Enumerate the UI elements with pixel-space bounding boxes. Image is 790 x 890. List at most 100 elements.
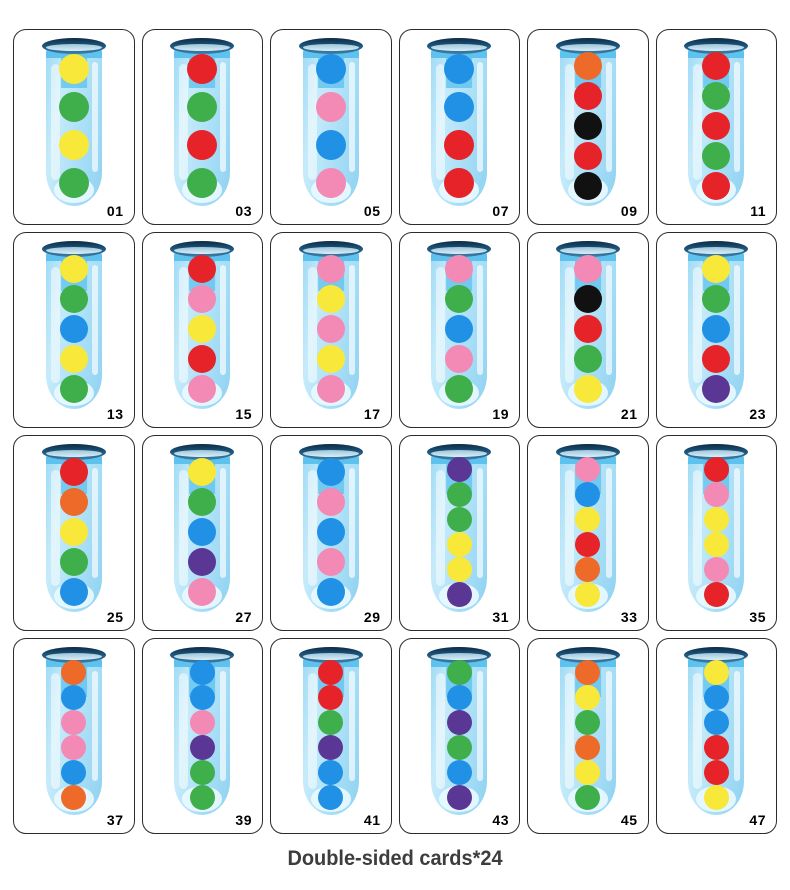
tube-rim-inner xyxy=(431,653,488,660)
ball-blue xyxy=(446,685,472,710)
card-grid: 01 03 xyxy=(13,29,777,834)
test-tube xyxy=(170,647,235,815)
ball-blue xyxy=(703,710,729,735)
ball-red xyxy=(187,130,218,160)
glass-highlight-right xyxy=(605,468,612,578)
card-33: 33 xyxy=(527,435,649,631)
ball-yellow xyxy=(59,518,88,546)
ball-stack xyxy=(430,660,488,810)
ball-stack xyxy=(687,52,745,200)
ball-red xyxy=(318,660,344,685)
tube-rim-inner xyxy=(559,44,616,51)
glass-highlight-left xyxy=(307,673,317,789)
glass-highlight-right xyxy=(91,265,98,375)
card-number: 43 xyxy=(492,812,509,828)
card-number: 31 xyxy=(492,609,509,625)
card-number: 01 xyxy=(106,203,124,219)
ball-yellow xyxy=(703,507,729,532)
card-number: 39 xyxy=(235,812,252,828)
glass-highlight-right xyxy=(220,62,227,172)
ball-green xyxy=(59,285,88,313)
ball-blue xyxy=(61,760,87,785)
tube-rim-inner xyxy=(559,247,616,254)
tube-rim-inner xyxy=(302,653,359,660)
ball-pink xyxy=(188,285,217,313)
glass-highlight-right xyxy=(605,62,612,172)
test-tube xyxy=(555,241,620,409)
ball-yellow xyxy=(446,532,472,557)
card-number: 13 xyxy=(106,406,124,422)
card-09: 09 xyxy=(527,29,649,225)
ball-stack xyxy=(302,660,360,810)
ball-purple xyxy=(702,375,731,403)
tube-rim xyxy=(555,444,620,460)
ball-green xyxy=(187,92,218,122)
tube-rim-inner xyxy=(688,44,745,51)
tube-rim-inner xyxy=(174,44,231,51)
ball-blue xyxy=(188,518,217,546)
tube-rim xyxy=(170,647,235,663)
ball-blue xyxy=(318,785,344,810)
glass-highlight-left xyxy=(693,64,703,180)
test-tube xyxy=(427,647,492,815)
ball-pink xyxy=(315,168,346,198)
ball-orange xyxy=(573,52,602,80)
tube-rim-inner xyxy=(302,44,359,51)
ball-green xyxy=(58,168,89,198)
glass-highlight-left xyxy=(50,673,60,789)
ball-stack xyxy=(687,660,745,810)
ball-stack xyxy=(302,458,360,606)
glass-highlight-left xyxy=(564,64,574,180)
ball-blue xyxy=(446,760,472,785)
ball-green xyxy=(445,375,474,403)
card-37: 37 xyxy=(13,638,135,834)
ball-purple xyxy=(446,582,472,607)
ball-stack xyxy=(559,255,617,403)
ball-stack xyxy=(687,457,745,607)
card-01: 01 xyxy=(13,29,135,225)
glass-highlight-left xyxy=(179,267,189,383)
ball-stack xyxy=(302,255,360,403)
test-tube xyxy=(427,241,492,409)
tube-rim-inner xyxy=(174,247,231,254)
ball-red xyxy=(702,112,731,140)
glass-highlight-left xyxy=(693,267,703,383)
ball-green xyxy=(59,548,88,576)
tube-rim xyxy=(427,241,492,257)
card-25: 25 xyxy=(13,435,135,631)
ball-green xyxy=(59,375,88,403)
ball-green xyxy=(702,142,731,170)
card-number: 45 xyxy=(620,812,638,828)
card-number: 21 xyxy=(620,406,638,422)
ball-green xyxy=(702,82,731,110)
ball-blue xyxy=(316,578,345,606)
tube-rim xyxy=(684,647,749,663)
tube-rim xyxy=(170,444,235,460)
card-number: 17 xyxy=(363,406,381,422)
ball-yellow xyxy=(316,345,345,373)
ball-blue xyxy=(444,92,475,122)
ball-stack xyxy=(45,255,103,403)
glass-highlight-right xyxy=(477,671,484,781)
glass-highlight-left xyxy=(436,470,446,586)
glass-highlight-left xyxy=(179,470,189,586)
card-47: 47 xyxy=(655,638,777,834)
tube-rim xyxy=(684,444,749,460)
ball-stack xyxy=(687,255,745,403)
tube-rim-inner xyxy=(45,247,102,254)
ball-red xyxy=(187,54,218,84)
ball-blue xyxy=(315,130,346,160)
ball-stack xyxy=(45,458,103,606)
card-29: 29 xyxy=(270,435,392,631)
ball-pink xyxy=(316,488,345,516)
ball-stack xyxy=(559,660,617,810)
caption: Double-sided cards*24 xyxy=(287,847,503,870)
card-11: 11 xyxy=(655,29,777,225)
card-number: 25 xyxy=(106,609,124,625)
glass-highlight-left xyxy=(50,470,60,586)
ball-stack xyxy=(559,457,617,607)
ball-green xyxy=(58,92,89,122)
ball-stack xyxy=(173,458,231,606)
ball-pink xyxy=(703,482,729,507)
ball-purple xyxy=(446,710,472,735)
